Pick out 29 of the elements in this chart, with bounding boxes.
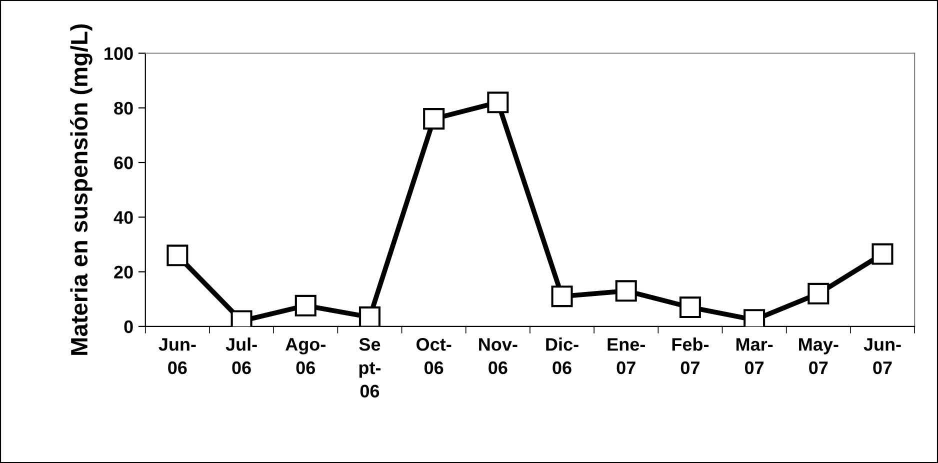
y-tick-label: 80: [114, 102, 133, 115]
x-tick-label: May- 07: [799, 338, 838, 374]
x-tick-label: Mar- 07: [736, 338, 773, 374]
y-tick-label: 40: [114, 211, 133, 224]
x-tick-label: Jun- 06: [158, 338, 196, 374]
point: [423, 108, 445, 130]
point: [808, 282, 830, 304]
y-tick-label: 0: [124, 320, 133, 334]
point: [551, 286, 573, 308]
y-tick-label: 60: [114, 156, 133, 170]
x-tick-label: Se pt- 06: [359, 338, 381, 398]
x-tick-label: Jul- 06: [226, 338, 257, 374]
x-tick-label: Ene- 07: [608, 338, 645, 374]
x-tick-label: Oct- 06: [416, 338, 452, 374]
point: [487, 92, 509, 114]
point: [679, 296, 701, 318]
point: [166, 244, 188, 266]
y-tick-label: 20: [114, 266, 133, 278]
point: [872, 243, 894, 265]
point: [294, 294, 316, 316]
x-tick-label: Nov- 06: [479, 338, 518, 374]
y-axis-title: Materia en suspensión (mg/L): [70, 24, 92, 355]
x-tick-label: Dic- 06: [546, 338, 578, 374]
x-tick-label: Ago- 06: [286, 338, 326, 374]
x-tick-label: Jun- 07: [864, 338, 901, 374]
point: [358, 306, 380, 326]
point: [615, 280, 637, 302]
x-tick-label: Feb- 07: [672, 338, 709, 374]
y-tick-label: 100: [104, 47, 133, 60]
